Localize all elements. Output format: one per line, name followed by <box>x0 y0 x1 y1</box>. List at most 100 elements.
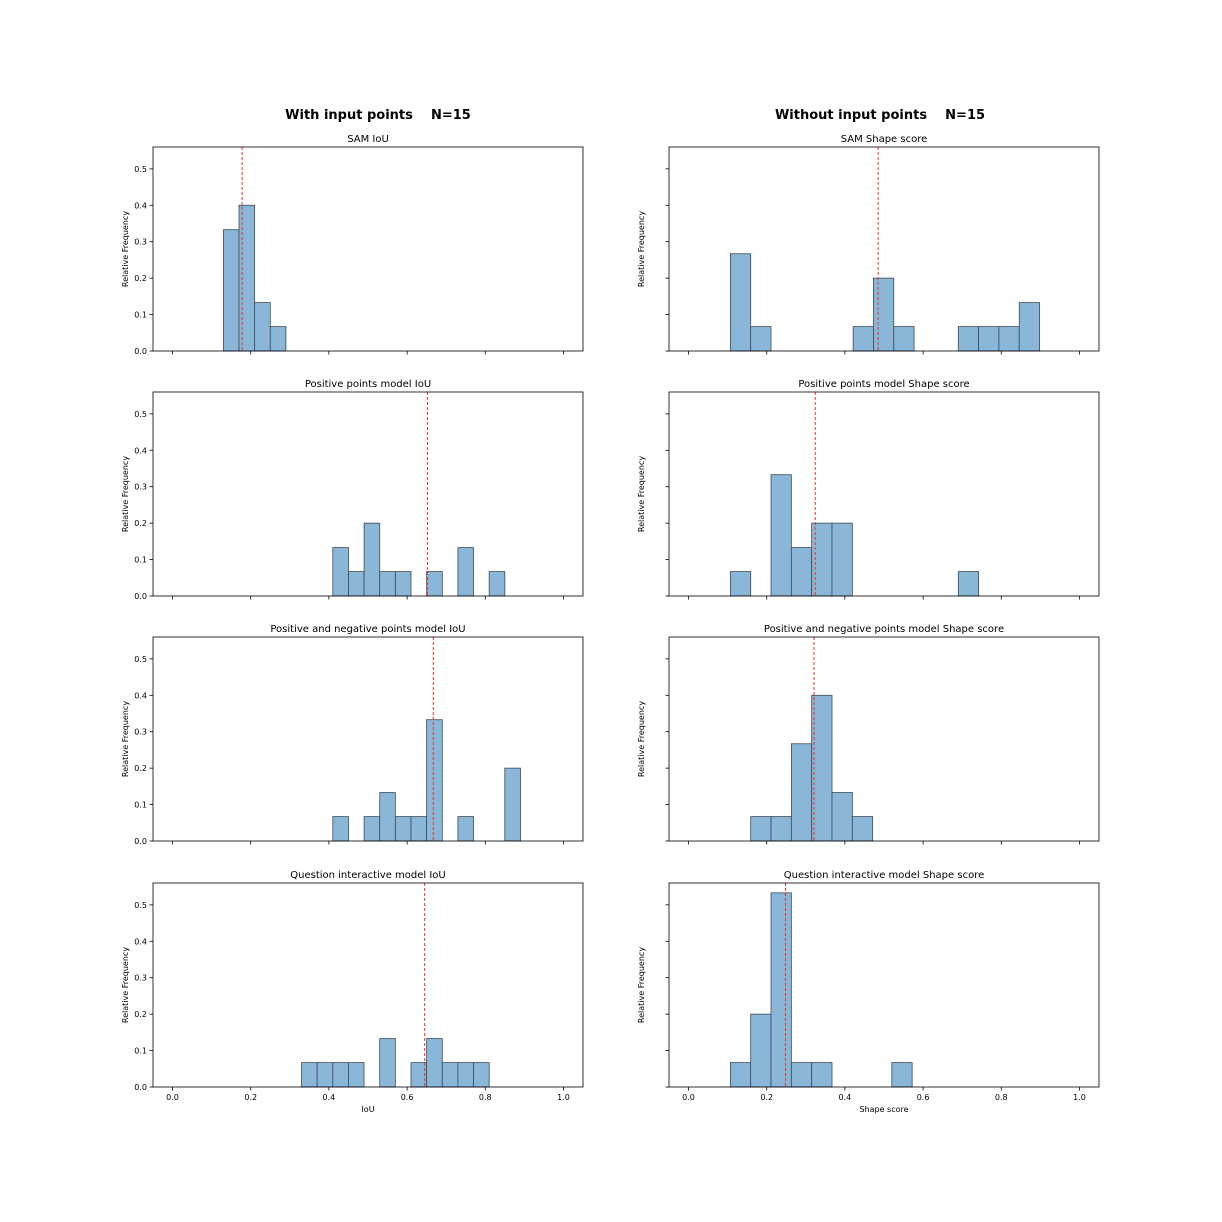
histogram-bar <box>348 571 365 597</box>
y-tick-label: 0.2 <box>134 519 147 528</box>
y-tick-label: 0.3 <box>134 974 147 983</box>
histogram-bar <box>441 1062 459 1088</box>
histogram-bar <box>301 1062 318 1088</box>
histogram-bar <box>426 571 443 597</box>
y-tick-label: 0.4 <box>134 691 147 700</box>
histogram-bar <box>332 816 349 842</box>
histogram-bar <box>238 204 256 352</box>
histogram-bar <box>790 743 813 842</box>
histogram-bar <box>790 1062 813 1088</box>
y-tick-label: 0.1 <box>134 1047 147 1056</box>
histogram-bar <box>426 719 443 842</box>
histogram-bar <box>473 1062 490 1088</box>
y-tick-label: 0.1 <box>134 556 147 565</box>
histogram-bar <box>729 253 752 352</box>
x-tick-label: 0.0 <box>166 1093 179 1102</box>
x-tick-label: 0.2 <box>760 1093 773 1102</box>
y-tick-label: 0.3 <box>134 238 147 247</box>
left-column-title: With input points N=15 <box>285 108 471 123</box>
histogram-bar <box>222 229 240 352</box>
histogram-bar <box>348 1062 365 1088</box>
histogram-bar <box>504 767 521 842</box>
histogram-bar <box>729 571 752 597</box>
y-tick-label: 0.5 <box>134 655 147 664</box>
x-axis-label: IoU <box>361 1105 374 1114</box>
y-tick-label: 0.2 <box>134 274 147 283</box>
panel-title: Positive and negative points model Shape… <box>764 624 1004 635</box>
y-tick-label: 0.2 <box>134 764 147 773</box>
histogram-panel-7: Question interactive model IoU 0.0 0.2 0.4 0… <box>121 870 584 1114</box>
axes-frame <box>152 391 584 597</box>
y-tick-label: 0.0 <box>134 347 147 356</box>
histogram-bar <box>750 326 772 352</box>
histogram-bar <box>978 326 1000 352</box>
axes-frame <box>668 391 1100 597</box>
x-tick-label: 0.6 <box>401 1093 414 1102</box>
histogram-bar <box>332 1062 349 1088</box>
histogram-bar <box>831 522 853 597</box>
histogram-bar <box>750 816 772 842</box>
histogram-bar <box>363 522 381 597</box>
histogram-bar <box>811 1062 833 1088</box>
histogram-bar <box>379 571 396 597</box>
y-tick-label: 0.5 <box>134 165 147 174</box>
y-tick-label: 0.4 <box>134 201 147 210</box>
y-axis-label: Relative Frequency <box>637 456 646 532</box>
histogram-bar <box>957 326 979 352</box>
axes-frame <box>152 146 584 352</box>
histogram-bar <box>770 474 792 597</box>
y-tick-label: 0.4 <box>134 937 147 946</box>
axes-frame <box>152 636 584 842</box>
x-tick-label: 0.4 <box>839 1093 852 1102</box>
histogram-bar <box>790 547 813 597</box>
x-tick-label: 0.2 <box>244 1093 257 1102</box>
histogram-panel-4: Positive points model Shape score Relativ… <box>637 379 1100 600</box>
y-tick-label: 0.3 <box>134 483 147 492</box>
right-column-title: Without input points N=15 <box>774 108 986 123</box>
y-tick-label: 0.5 <box>134 901 147 910</box>
histogram-bar <box>891 1062 913 1088</box>
y-tick-label: 0.3 <box>134 728 147 737</box>
x-tick-label: 0.4 <box>323 1093 336 1102</box>
histogram-bar <box>750 1013 772 1088</box>
histogram-bar <box>957 571 979 597</box>
x-tick-label: 0.8 <box>479 1093 492 1102</box>
y-axis-label: Relative Frequency <box>637 211 646 287</box>
histogram-bar <box>394 816 412 842</box>
axes-frame <box>668 882 1100 1088</box>
panel-title: SAM Shape score <box>841 134 928 145</box>
axes-frame <box>152 882 584 1088</box>
y-tick-label: 0.0 <box>134 592 147 601</box>
axes-frame <box>668 636 1100 842</box>
y-axis-label: Relative Frequency <box>121 456 130 532</box>
x-tick-label: 0.8 <box>995 1093 1008 1102</box>
x-tick-label: 1.0 <box>557 1093 570 1102</box>
histogram-bar <box>851 816 874 842</box>
x-tick-label: 0.6 <box>917 1093 930 1102</box>
histogram-bar <box>729 1062 752 1088</box>
histogram-panel-2: SAM Shape score Relative Frequency <box>637 134 1100 355</box>
histogram-panel-8: Question interactive model Shape score 0.… <box>637 870 1100 1114</box>
histogram-panel-3: Positive points model IoU 0.0 0.1 0.2 0.3 0.4… <box>121 379 584 601</box>
histogram-bar <box>852 326 874 352</box>
histogram-bar <box>488 571 506 597</box>
histogram-bar <box>269 326 287 352</box>
y-axis-label: Relative Frequency <box>121 211 130 287</box>
x-tick-label: 1.0 <box>1073 1093 1086 1102</box>
histogram-bar <box>316 1062 334 1088</box>
histogram-bar <box>457 547 474 597</box>
histogram-bar <box>254 302 271 352</box>
histogram-bar <box>379 792 396 842</box>
histogram-bar <box>893 326 915 352</box>
panel-title: SAM IoU <box>347 134 389 145</box>
histogram-panel-6: Positive and negative points model Shape… <box>637 624 1100 845</box>
histogram-bar <box>379 1038 396 1088</box>
histogram-bar <box>332 547 349 597</box>
x-tick-label: 0.0 <box>682 1093 695 1102</box>
y-tick-label: 0.4 <box>134 446 147 455</box>
histogram-bar <box>811 694 833 842</box>
panel-title: Question interactive model IoU <box>290 870 445 881</box>
x-axis-label: Shape score <box>859 1105 908 1114</box>
histogram-bar <box>770 892 792 1088</box>
histogram-bar <box>1018 302 1040 352</box>
